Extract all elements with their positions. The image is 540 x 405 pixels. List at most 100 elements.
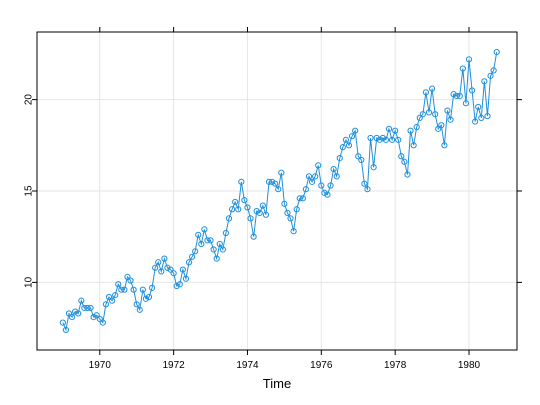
data-point — [287, 215, 294, 222]
data-point — [176, 281, 183, 288]
data-point — [468, 87, 476, 94]
data-point — [333, 173, 340, 180]
data-point — [195, 231, 202, 238]
data-point — [435, 125, 442, 132]
grid — [37, 32, 517, 350]
data-point — [459, 65, 466, 72]
data-point — [259, 202, 266, 209]
data-point — [493, 49, 500, 56]
data-point — [290, 228, 297, 235]
data-point — [72, 308, 79, 315]
data-point — [358, 156, 365, 164]
data-point — [238, 178, 245, 185]
data-point — [327, 182, 334, 189]
data-point — [155, 259, 162, 266]
data-point — [321, 189, 328, 196]
data-point — [124, 273, 131, 280]
data-point — [90, 314, 97, 321]
data-point — [210, 246, 217, 253]
data-point — [425, 109, 433, 116]
data-point — [62, 326, 70, 333]
x-axis-label: Time — [263, 376, 291, 391]
data-point — [268, 178, 276, 185]
data-point — [158, 268, 165, 275]
data-point — [407, 127, 414, 134]
data-point — [382, 136, 390, 143]
series-line-layer — [62, 52, 498, 332]
data-point — [148, 284, 156, 291]
data-point — [84, 304, 91, 312]
data-point — [182, 275, 190, 282]
x-tick-label: 1978 — [384, 360, 407, 371]
data-point — [87, 304, 94, 312]
data-point — [161, 255, 168, 262]
data-point — [265, 178, 273, 185]
data-point — [296, 195, 303, 202]
data-point — [59, 319, 66, 326]
x-tick-label: 1972 — [162, 360, 185, 371]
data-point — [112, 292, 119, 299]
data-point — [472, 118, 479, 125]
data-point — [373, 134, 380, 142]
data-point — [152, 264, 159, 271]
data-point — [228, 206, 236, 213]
data-point — [99, 319, 106, 326]
data-point — [379, 134, 386, 142]
data-point — [235, 206, 242, 213]
data-point — [484, 112, 491, 120]
data-point — [108, 297, 116, 304]
data-point — [225, 215, 233, 222]
data-point — [410, 142, 417, 149]
data-point — [93, 312, 100, 319]
data-point — [361, 180, 368, 187]
data-point — [308, 178, 316, 185]
series-line — [62, 52, 498, 332]
data-point — [250, 233, 257, 240]
data-point — [81, 304, 88, 312]
data-point — [275, 186, 282, 193]
data-point — [413, 123, 420, 131]
data-point — [419, 111, 426, 118]
data-point — [213, 255, 220, 262]
y-tick-label: 20 — [24, 94, 35, 106]
data-point — [324, 191, 331, 198]
data-point — [115, 281, 122, 288]
data-point — [330, 165, 337, 173]
data-point — [345, 142, 353, 149]
data-point — [438, 122, 445, 129]
data-point — [256, 209, 263, 217]
data-point — [395, 136, 402, 143]
data-point — [102, 301, 110, 308]
data-point — [222, 229, 230, 237]
data-point — [167, 266, 174, 273]
data-point — [302, 186, 310, 193]
data-point — [192, 248, 199, 255]
data-point — [475, 103, 482, 111]
data-point — [188, 253, 196, 260]
data-point — [78, 297, 85, 304]
data-point — [127, 277, 134, 284]
y-tick-label: 10 — [24, 276, 35, 288]
x-tick-label: 1976 — [310, 360, 333, 371]
series-points — [59, 49, 500, 333]
data-point — [142, 295, 150, 302]
data-point — [348, 133, 356, 140]
axis-ticks: 1970 1972 1974 1976 1978 1980 10 15 20 — [24, 27, 522, 371]
data-point — [293, 206, 300, 213]
data-point — [219, 246, 226, 253]
data-point — [272, 180, 279, 187]
data-point — [139, 286, 146, 293]
data-point — [244, 204, 251, 211]
data-point — [336, 155, 343, 162]
data-point — [232, 198, 239, 206]
data-point — [367, 134, 374, 142]
data-point — [305, 173, 313, 180]
data-point — [170, 270, 177, 277]
data-point — [315, 162, 322, 169]
data-point — [370, 164, 377, 171]
data-point — [422, 89, 430, 96]
data-point — [185, 259, 193, 266]
data-point — [65, 310, 73, 317]
data-point — [207, 237, 214, 244]
